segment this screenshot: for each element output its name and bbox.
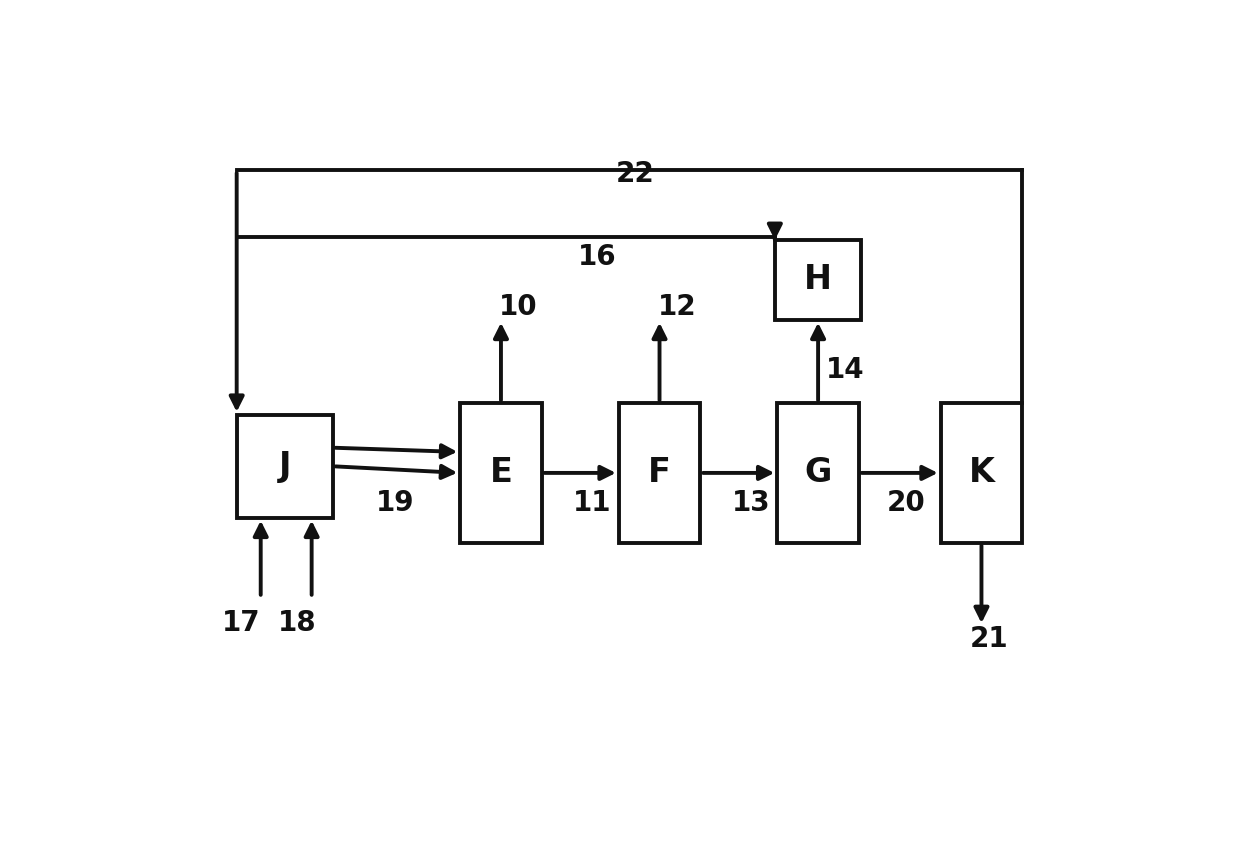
Text: 16: 16 [578, 243, 616, 270]
Text: 21: 21 [970, 626, 1008, 653]
Bar [460, 403, 542, 543]
Text: 11: 11 [573, 489, 611, 517]
Bar [619, 403, 701, 543]
Text: K: K [968, 456, 994, 489]
Text: H: H [804, 264, 832, 296]
Text: 18: 18 [278, 608, 316, 637]
Text: 12: 12 [657, 293, 696, 321]
Text: 22: 22 [616, 160, 655, 187]
Text: 13: 13 [732, 489, 770, 517]
Text: 19: 19 [376, 489, 414, 517]
Text: 17: 17 [222, 608, 260, 637]
Text: F: F [649, 456, 671, 489]
Bar [941, 403, 1022, 543]
Text: E: E [490, 456, 512, 489]
Text: G: G [805, 456, 832, 489]
Text: 10: 10 [498, 293, 538, 321]
Bar [775, 240, 862, 320]
Text: 14: 14 [826, 356, 864, 384]
Text: 20: 20 [887, 489, 926, 517]
Bar [777, 403, 859, 543]
Bar [237, 415, 332, 518]
Text: J: J [279, 450, 291, 483]
